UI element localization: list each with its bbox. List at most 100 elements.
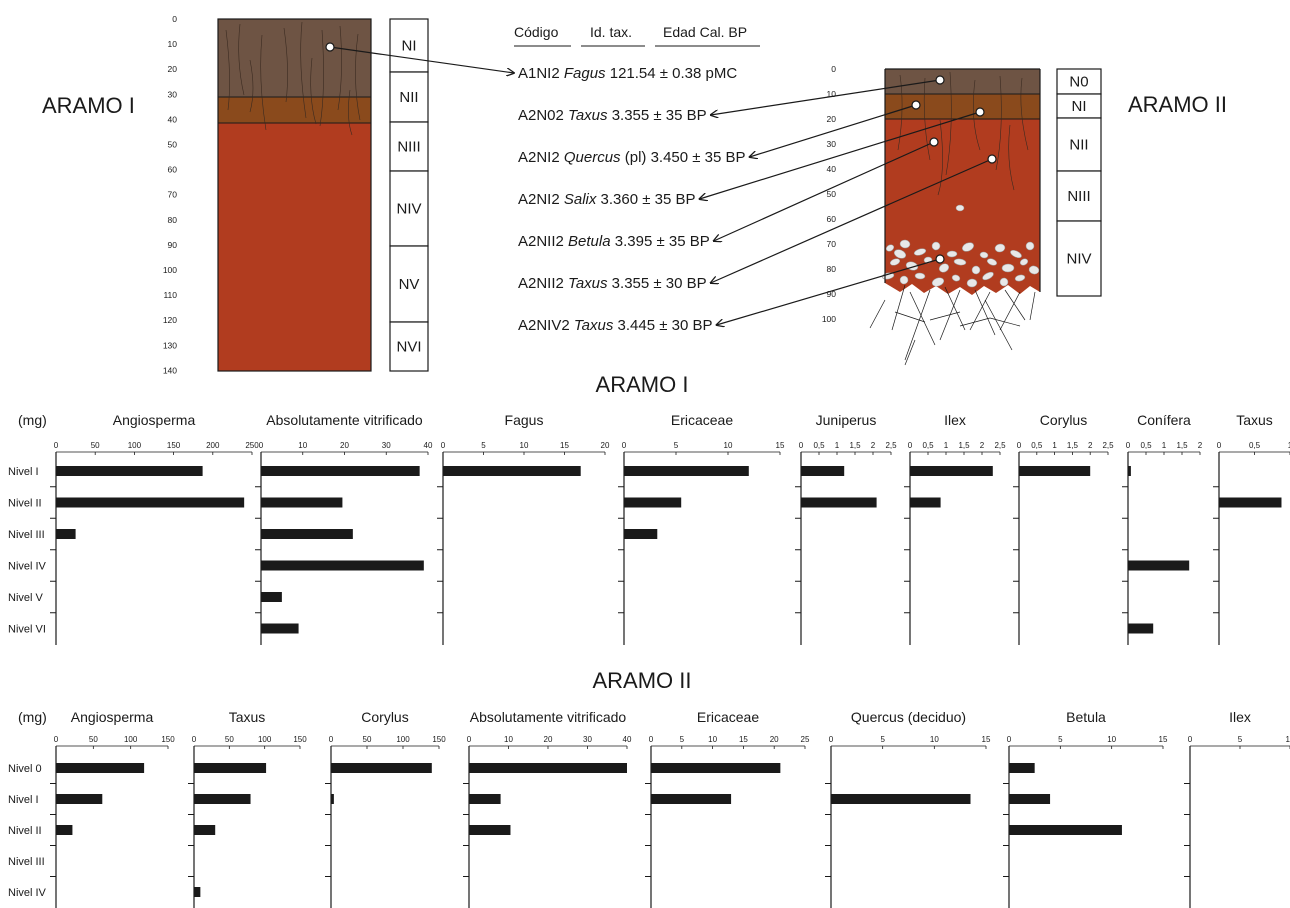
aramo1-x-tick-label: 2,5 <box>1102 441 1114 450</box>
aramo1-x-tick-label: 0,5 <box>1031 441 1043 450</box>
aramo2-row-label: Nivel IV <box>8 887 47 899</box>
aramo1-bar <box>261 623 299 634</box>
aramo1-x-tick-label: 15 <box>560 441 569 450</box>
samples-header-taxon: Id. tax. <box>590 24 632 40</box>
aramo2-panel-title: Ilex <box>1229 709 1251 725</box>
aramo2-panel-title: Corylus <box>361 709 408 725</box>
aramo2-fracture-line <box>929 311 961 321</box>
samples-header-code: Código <box>514 24 559 40</box>
aramo1-depth-tick-label: 60 <box>168 165 178 175</box>
aramo1-bar <box>624 529 658 539</box>
aramo1-panel-title: Absolutamente vitrificado <box>266 412 423 428</box>
aramo1-panel-title: Corylus <box>1040 412 1087 428</box>
sample-connector-arrow <box>750 104 917 157</box>
aramo1-x-tick-label: 1,5 <box>1176 441 1188 450</box>
aramo2-x-tick-label: 0 <box>329 735 334 744</box>
aramo1-x-tick-label: 20 <box>340 441 349 450</box>
sample-taxon: Fagus <box>564 65 606 82</box>
aramo2-x-tick-label: 50 <box>89 735 98 744</box>
aramo1-depth-tick-label: 130 <box>163 340 177 350</box>
aramo1-horizon-b-layer <box>218 97 371 123</box>
sample-age: 3.355 ± 35 BP <box>608 107 707 124</box>
sample-point-marker <box>929 137 939 147</box>
aramo2-panel: Angiosperma 0 50 100 150 <box>50 709 175 908</box>
aramo2-fracture-line <box>969 291 991 331</box>
aramo1-roots <box>225 21 361 136</box>
aramo1-depth-tick-label: 30 <box>168 89 178 99</box>
aramo2-root <box>1008 124 1015 191</box>
aramo2-bar <box>651 763 781 773</box>
aramo2-fracture-line <box>984 299 1013 351</box>
sample-row: A1NI2 Fagus 121.54 ± 0.38 pMC <box>518 65 737 82</box>
aramo2-x-tick-label: 5 <box>880 735 885 744</box>
sample-connector-arrow <box>717 258 941 325</box>
aramo1-x-tick-label: 200 <box>206 441 220 450</box>
aramo2-depth-tick-label: 50 <box>827 189 837 199</box>
aramo2-stone <box>982 271 994 281</box>
aramo1-x-tick-label: 20 <box>601 441 610 450</box>
aramo2-x-tick-label: 10 <box>708 735 717 744</box>
aramo1-unit-label: (mg) <box>18 412 47 428</box>
aramo2-panel: Taxus 0 50 100 150 <box>188 709 307 908</box>
aramo2-root <box>897 74 903 151</box>
aramo1-x-tick-label: 2 <box>1088 441 1093 450</box>
aramo1-x-tick-label: 0 <box>1126 441 1131 450</box>
aramo1-profile: ARAMO I 0 10 20 30 40 50 60 70 80 90 100 110 120 130 1… <box>42 14 429 375</box>
aramo2-x-tick-label: 50 <box>363 735 372 744</box>
aramo2-bar <box>194 763 267 773</box>
aramo2-panel-title: Betula <box>1066 709 1106 725</box>
sample-taxon: Taxus <box>568 275 608 292</box>
aramo2-stone <box>931 241 941 251</box>
aramo2-stone <box>986 258 998 266</box>
sample-connector-arrow <box>711 158 993 283</box>
aramo2-panel-title: Absolutamente vitrificado <box>470 709 627 725</box>
aramo1-root <box>348 89 353 136</box>
aramo2-bar <box>194 794 251 804</box>
aramo1-x-tick-label: 1 <box>1162 441 1167 450</box>
aramo2-fracture-line <box>904 339 916 366</box>
aramo1-bar <box>261 560 424 571</box>
aramo1-x-tick-label: 0,5 <box>813 441 825 450</box>
aramo2-stone <box>1014 274 1026 282</box>
aramo1-x-tick-label: 0 <box>1217 441 1222 450</box>
aramo1-x-tick-label: 0 <box>908 441 913 450</box>
aramo2-fracture-line <box>909 291 936 346</box>
aramo1-x-tick-label: 2 <box>980 441 985 450</box>
aramo2-bedrock-fractures <box>869 284 1036 366</box>
aramo2-stone <box>955 204 965 212</box>
aramo2-level-box <box>1056 68 1102 95</box>
aramo2-level-label: N0 <box>1069 74 1088 91</box>
aramo2-depth-tick-label: 100 <box>822 314 836 324</box>
aramo1-panel-title: Juniperus <box>816 412 877 428</box>
aramo2-x-tick-label: 40 <box>623 735 632 744</box>
aramo1-x-tick-label: 5 <box>481 441 486 450</box>
aramo1-red-horizon-layer <box>218 123 371 371</box>
aramo1-x-tick-label: 5 <box>674 441 679 450</box>
aramo2-x-tick-label: 150 <box>161 735 175 744</box>
aramo2-x-tick-label: 15 <box>739 735 748 744</box>
sample-connector-arrow <box>329 46 514 73</box>
aramo1-bar <box>801 497 877 508</box>
aramo2-stone <box>951 274 961 282</box>
aramo1-depth-tick-label: 70 <box>168 190 178 200</box>
aramo2-bar <box>56 794 103 804</box>
aramo2-root <box>1020 77 1029 151</box>
aramo2-panel: Ericaceae 0 5 10 15 20 25 <box>645 709 810 908</box>
aramo1-x-tick-label: 1,5 <box>958 441 970 450</box>
sample-code: A2NIV2 <box>518 317 574 334</box>
aramo2-bar <box>831 794 971 804</box>
aramo2-depth-tick-label: 20 <box>827 114 837 124</box>
aramo2-fracture-line <box>999 291 1021 331</box>
aramo1-depth-tick-label: 10 <box>168 39 178 49</box>
aramo2-panel-title: Taxus <box>229 709 266 725</box>
sample-taxon: Taxus <box>568 107 608 124</box>
aramo1-panel: Taxus 0 0,5 1 <box>1213 412 1290 645</box>
aramo2-x-tick-label: 20 <box>770 735 779 744</box>
aramo1-row-label: Nivel I <box>8 466 39 478</box>
aramo2-root <box>923 77 931 161</box>
aramo1-depth-tick-label: 90 <box>168 240 178 250</box>
aramo2-fracture-line <box>959 317 991 327</box>
sample-row: A2NI2 Salix 3.360 ± 35 BP <box>518 191 696 208</box>
aramo2-root <box>945 71 952 176</box>
